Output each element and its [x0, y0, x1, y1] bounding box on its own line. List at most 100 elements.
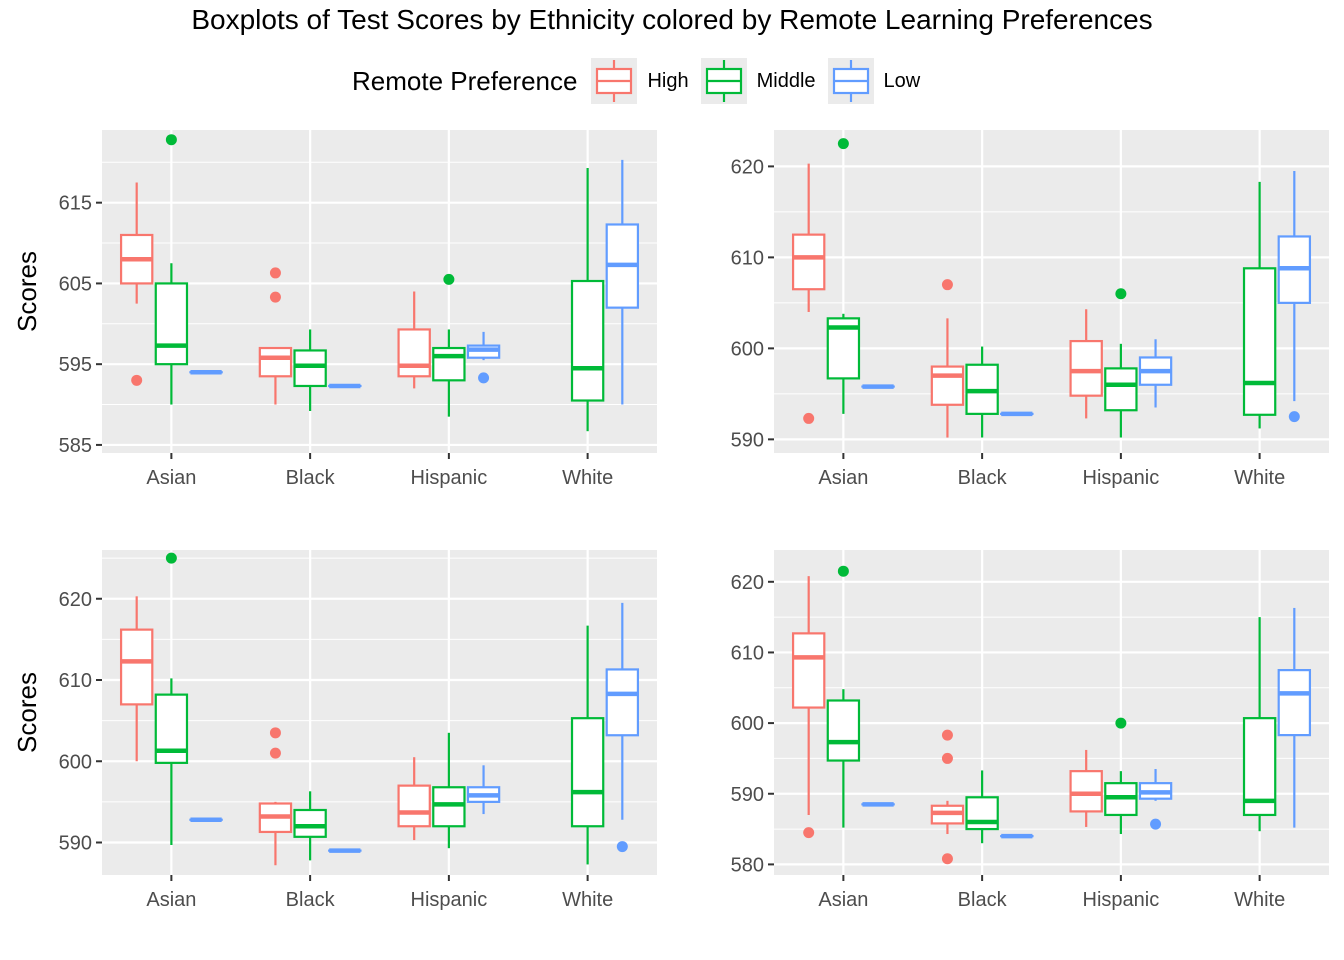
box-white-low: [605, 159, 640, 405]
outlier-point: [269, 727, 281, 739]
box-black-middle: [293, 329, 327, 412]
box-asian-high: [791, 576, 826, 839]
outlier-point: [1115, 717, 1127, 729]
box-asian-high: [119, 596, 154, 762]
box-iqr: [570, 279, 605, 402]
box-asian-high: [791, 163, 826, 424]
outlier-point: [1150, 818, 1162, 830]
outlier-point: [803, 827, 815, 839]
y-tick-label: 620: [59, 589, 92, 611]
y-axis-label: Scores: [12, 672, 42, 753]
y-tick-label: 585: [59, 435, 92, 457]
outlier-point: [941, 752, 953, 764]
y-tick-label: 620: [731, 156, 764, 178]
panel-3: 590 600 610 620 Asian Black Hispanic White Score…: [12, 550, 657, 911]
outlier-point: [837, 138, 849, 150]
x-tick-label-black: Black: [286, 889, 336, 911]
outlier-point: [165, 134, 177, 146]
y-tick-label: 590: [731, 784, 764, 806]
y-tick-label: 600: [731, 338, 764, 360]
x-tick-label-asian: Asian: [146, 467, 196, 489]
outlier-point: [941, 279, 953, 291]
outlier-point: [941, 853, 953, 865]
x-tick-label-white: White: [1234, 889, 1285, 911]
box-iqr: [570, 717, 605, 828]
box-iqr: [605, 668, 640, 737]
box-white-low: [1277, 170, 1312, 423]
y-tick-label: 610: [731, 247, 764, 269]
panel-2: 590 600 610 620 Asian Black Hispanic White: [731, 130, 1329, 489]
chart-title: Boxplots of Test Scores by Ethnicity col…: [191, 4, 1153, 35]
y-tick-label: 610: [59, 670, 92, 692]
outlier-point: [165, 552, 177, 564]
y-tick-label: 595: [59, 354, 92, 376]
y-tick-label: 590: [59, 833, 92, 855]
x-tick-label-black: Black: [958, 889, 1008, 911]
box-white-middle: [1242, 181, 1277, 429]
legend-label-middle: Middle: [756, 69, 816, 92]
outlier-point: [269, 291, 281, 303]
box-hispanic-high: [1069, 749, 1103, 827]
box-iqr: [432, 786, 466, 828]
x-tick-label-white: White: [562, 467, 613, 489]
box-asian-middle: [154, 552, 189, 845]
box-iqr: [826, 699, 861, 762]
box-hispanic-low: [1138, 339, 1173, 408]
box-black-high: [930, 729, 965, 865]
box-iqr: [1069, 770, 1103, 813]
x-tick-label-asian: Asian: [818, 889, 868, 911]
legend-title: Remote Preference: [352, 65, 578, 96]
legend: Remote Preference High Middle Low: [352, 58, 932, 104]
outlier-point: [1115, 288, 1127, 300]
x-tick-label-asian: Asian: [146, 889, 196, 911]
panel-background: [102, 130, 657, 453]
legend-label-high: High: [647, 69, 689, 92]
box-black-high: [258, 727, 293, 866]
y-tick-label: 610: [731, 642, 764, 664]
outlier-point: [269, 267, 281, 279]
panel-1: 585 595 605 615 Asian Black Hispanic White Score…: [12, 130, 657, 489]
box-iqr: [397, 328, 431, 378]
x-tick-label-black: Black: [958, 467, 1008, 489]
legend-item-middle: Middle: [700, 58, 816, 104]
outlier-point: [443, 273, 455, 285]
box-white-middle: [570, 167, 605, 432]
box-iqr: [965, 796, 999, 831]
box-iqr: [119, 628, 154, 706]
y-tick-label: 620: [731, 572, 764, 594]
box-black-middle: [965, 346, 999, 438]
box-iqr: [154, 282, 189, 366]
box-asian-middle: [826, 138, 861, 414]
box-iqr: [1277, 669, 1312, 737]
box-iqr: [293, 349, 327, 388]
box-hispanic-middle: [432, 273, 466, 417]
legend-key-low: [827, 58, 874, 104]
box-black-high: [930, 279, 965, 438]
x-tick-label-asian: Asian: [818, 467, 868, 489]
box-iqr: [1069, 339, 1103, 397]
outlier-point: [478, 372, 490, 384]
y-tick-label: 600: [731, 713, 764, 735]
outlier-point: [1288, 411, 1300, 423]
x-tick-label-hispanic: Hispanic: [411, 467, 488, 489]
y-tick-label: 590: [731, 429, 764, 451]
box-iqr: [930, 365, 965, 406]
box-asian-middle: [154, 134, 189, 405]
x-tick-label-hispanic: Hispanic: [1083, 467, 1160, 489]
x-tick-label-hispanic: Hispanic: [1083, 889, 1160, 911]
box-asian-middle: [826, 565, 861, 828]
x-tick-label-black: Black: [286, 467, 336, 489]
box-iqr: [1242, 267, 1277, 416]
box-black-middle: [965, 770, 999, 844]
box-hispanic-high: [1069, 309, 1103, 419]
legend-key-high: [591, 58, 638, 104]
outlier-point: [803, 412, 815, 424]
x-tick-label-white: White: [562, 889, 613, 911]
box-iqr: [432, 346, 466, 382]
box-hispanic-high: [397, 291, 431, 389]
outlier-point: [616, 841, 628, 853]
box-iqr: [293, 808, 327, 838]
box-hispanic-low: [1138, 769, 1173, 830]
box-asian-high: [119, 182, 154, 386]
